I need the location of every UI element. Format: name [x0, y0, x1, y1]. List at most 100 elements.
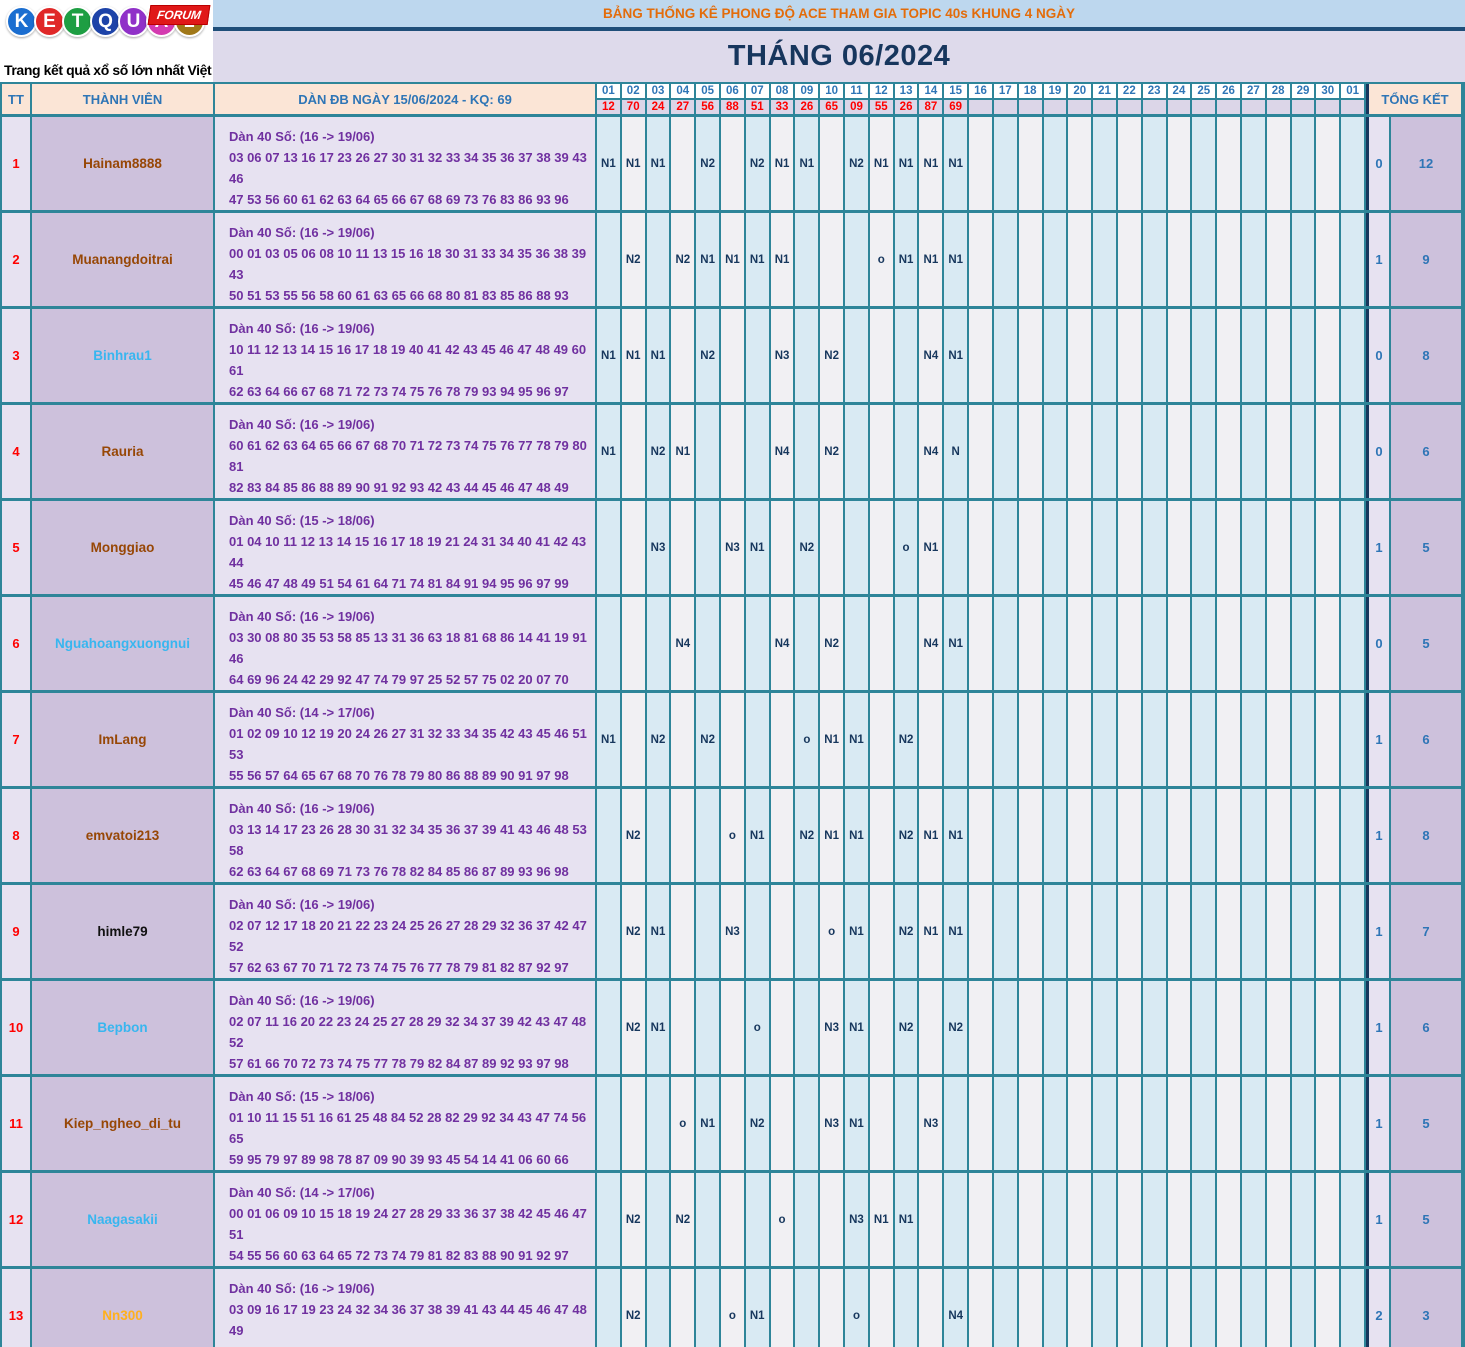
mark-cell [1316, 789, 1342, 882]
mark-cell [597, 1173, 622, 1266]
mark-cell: N2 [894, 693, 920, 786]
mark-cell [1167, 693, 1193, 786]
dan-title: Dàn 40 Số: (14 -> 17/06) [229, 1185, 375, 1200]
day-header: 12 [869, 84, 895, 98]
mark-cell [969, 1269, 994, 1347]
mark-cell [696, 501, 722, 594]
table-row: 7 ImLang Dàn 40 Số: (14 -> 17/06) 01 02 09 … [2, 693, 1463, 789]
mark-cell [795, 309, 821, 402]
mark-cell [894, 309, 920, 402]
mark-cell [1142, 213, 1168, 306]
mark-cell [969, 1077, 994, 1170]
total-miss: 1 [1366, 885, 1391, 978]
mark-cell [1316, 309, 1342, 402]
mark-cell: N1 [696, 1077, 722, 1170]
dan-line1: 00 01 03 05 06 08 10 11 13 15 16 18 30 3… [229, 246, 587, 282]
mark-cell [1117, 885, 1143, 978]
logo-tagline: Trang kết quả xổ số lớn nhất Việt Nam [4, 62, 213, 78]
mark-cell [1217, 693, 1242, 786]
stats-table: TT THÀNH VIÊN DÀN ĐB NGÀY 15/06/2024 - K… [0, 82, 1465, 1347]
mark-cell [969, 501, 994, 594]
mark-cell: N1 [894, 213, 920, 306]
day-result [1117, 100, 1143, 114]
mark-cell [1316, 981, 1342, 1074]
day-header: 20 [1068, 84, 1094, 98]
mark-cell [1291, 981, 1317, 1074]
dan-line1: 03 06 07 13 16 17 23 26 27 30 31 32 33 3… [229, 150, 587, 186]
dan-title: Dàn 40 Số: (16 -> 19/06) [229, 897, 375, 912]
mark-cell [1217, 981, 1242, 1074]
mark-cell [993, 1269, 1019, 1347]
mark-cell [993, 213, 1019, 306]
mark-cell: o [795, 693, 821, 786]
mark-cell [1341, 213, 1366, 306]
mark-cell [1241, 1173, 1267, 1266]
mark-cell [1043, 981, 1069, 1074]
mark-cell [770, 981, 796, 1074]
total-hit: 9 [1391, 213, 1463, 306]
mark-cell [1018, 885, 1044, 978]
row-number: 10 [2, 981, 32, 1074]
mark-cell [721, 117, 746, 210]
mark-cell [597, 981, 622, 1074]
mark-cell [1291, 405, 1317, 498]
dan-title: Dàn 40 Số: (16 -> 19/06) [229, 1281, 375, 1296]
mark-cell: N1 [745, 501, 771, 594]
total-miss: 1 [1366, 213, 1391, 306]
mark-cell [1093, 405, 1118, 498]
mark-cell [1068, 1173, 1094, 1266]
mark-cell [1291, 501, 1317, 594]
mark-cell [1341, 597, 1366, 690]
mark-cell [1093, 1269, 1118, 1347]
mark-cell [1018, 309, 1044, 402]
total-miss: 1 [1366, 693, 1391, 786]
mark-cell [597, 789, 622, 882]
table-row: 13 Nn300 Dàn 40 Số: (16 -> 19/06) 03 09 16 … [2, 1269, 1463, 1347]
day-header: 30 [1316, 84, 1342, 98]
mark-cell: N2 [944, 981, 970, 1074]
day-result [1217, 100, 1242, 114]
mark-cell [1291, 789, 1317, 882]
mark-cell [1266, 501, 1292, 594]
col-header-tt: TT [2, 84, 32, 114]
total-miss: 1 [1366, 789, 1391, 882]
mark-cell [745, 885, 771, 978]
mark-cell [1217, 1077, 1242, 1170]
table-row: 8 emvatoi213 Dàn 40 Số: (16 -> 19/06) 03 13… [2, 789, 1463, 885]
mark-cell [969, 405, 994, 498]
table-row: 6 Nguahoangxuongnui Dàn 40 Số: (16 -> 19/0… [2, 597, 1463, 693]
mark-cell [993, 309, 1019, 402]
mark-cell [745, 1173, 771, 1266]
mark-cell [795, 597, 821, 690]
mark-cell: o [770, 1173, 796, 1266]
day-result: 27 [671, 100, 697, 114]
mark-cell [1266, 405, 1292, 498]
mark-cell [745, 597, 771, 690]
dan-line1: 01 10 11 15 51 16 61 25 48 84 52 28 82 2… [229, 1110, 587, 1146]
table-row: 9 himle79 Dàn 40 Số: (16 -> 19/06) 02 07 12… [2, 885, 1463, 981]
day-header: 09 [795, 84, 821, 98]
mark-cell [894, 1077, 920, 1170]
mark-cell [1117, 117, 1143, 210]
mark-cell [1167, 789, 1193, 882]
mark-cell [869, 501, 895, 594]
dan-numbers: Dàn 40 Số: (15 -> 18/06) 01 10 11 15 51 1… [215, 1077, 597, 1170]
mark-cell [1316, 1269, 1342, 1347]
day-header: 07 [745, 84, 771, 98]
mark-cell [795, 1077, 821, 1170]
mark-cell [1093, 501, 1118, 594]
member-name: Naagasakii [32, 1173, 215, 1266]
mark-cell [944, 501, 970, 594]
mark-cell: o [721, 789, 746, 882]
day-header: 29 [1291, 84, 1317, 98]
day-result [1241, 100, 1267, 114]
mark-cell [869, 1077, 895, 1170]
dan-line2: 62 63 64 67 68 69 71 73 76 78 82 84 85 8… [229, 864, 569, 879]
total-miss: 0 [1366, 405, 1391, 498]
mark-cell [696, 789, 722, 882]
mark-cell [1093, 1173, 1118, 1266]
member-name: Nn300 [32, 1269, 215, 1347]
dan-title: Dàn 40 Số: (15 -> 18/06) [229, 1089, 375, 1104]
dan-line2: 64 69 96 24 42 29 92 47 74 79 97 25 52 5… [229, 672, 569, 687]
mark-cell [845, 309, 870, 402]
